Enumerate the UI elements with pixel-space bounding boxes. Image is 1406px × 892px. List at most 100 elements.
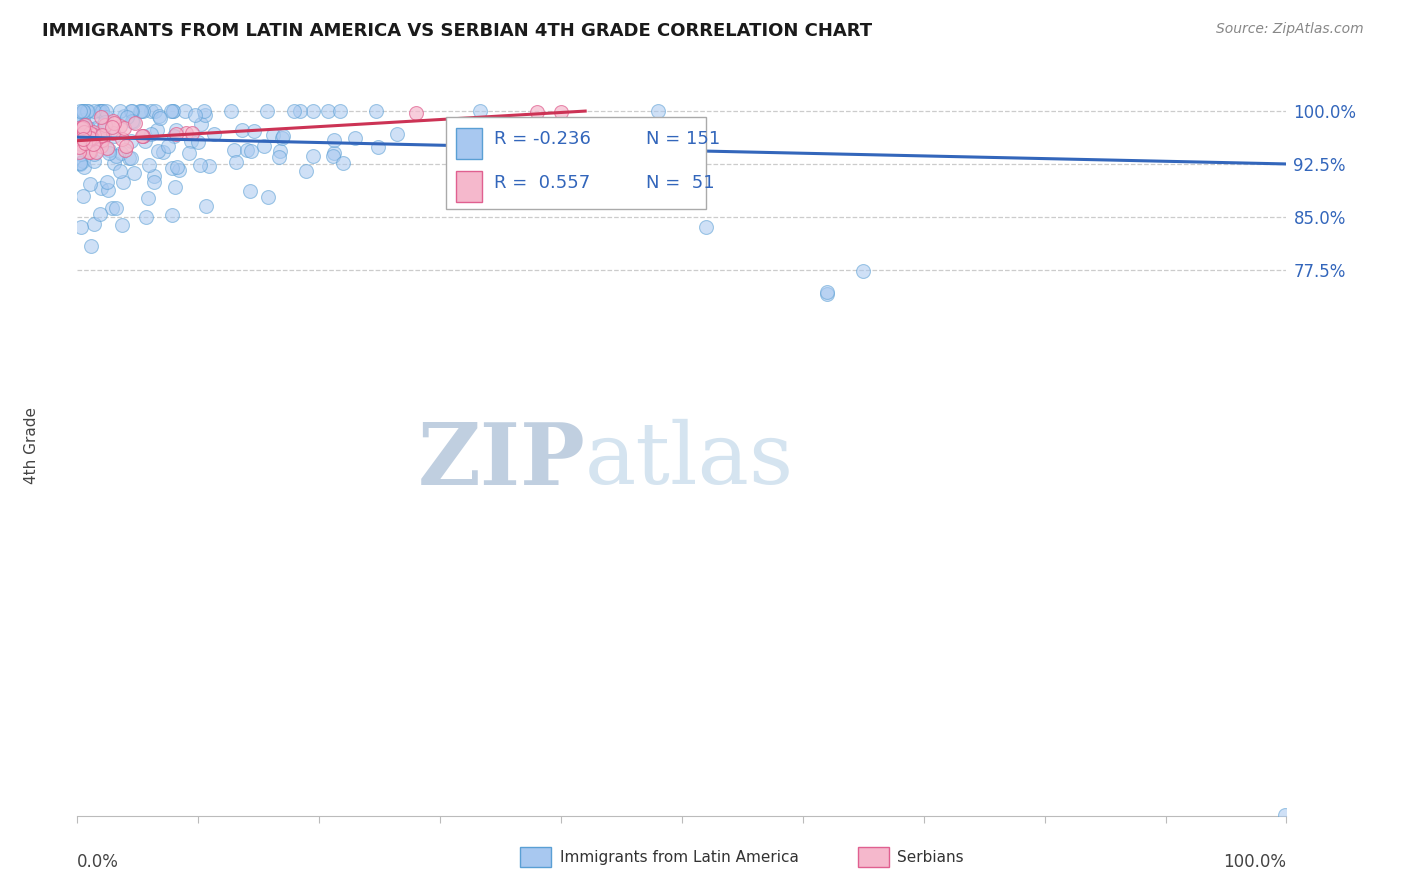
Point: [111, 132, 134, 146]
Point: [86, 120, 108, 135]
Point: [73, 128, 96, 143]
Point: [72, 161, 94, 175]
Point: [79, 130, 101, 145]
Point: [82, 131, 104, 145]
Point: [112, 121, 135, 136]
Point: [90, 110, 112, 124]
Point: [142, 176, 165, 190]
Point: [121, 114, 143, 128]
Point: [120, 104, 142, 119]
Point: [273, 128, 295, 143]
Point: [187, 136, 209, 150]
Point: [91, 129, 114, 144]
Point: [120, 134, 142, 148]
Point: [198, 160, 221, 174]
FancyBboxPatch shape: [456, 170, 482, 202]
Point: [344, 131, 367, 145]
Point: [77, 135, 100, 149]
Point: [162, 208, 184, 222]
Point: [179, 146, 201, 161]
Point: [165, 128, 187, 142]
Point: [76, 104, 98, 119]
Point: [146, 144, 169, 158]
Point: [98, 144, 121, 158]
Point: [76, 104, 98, 119]
Point: [322, 145, 344, 160]
Point: [91, 104, 114, 119]
Point: [108, 104, 131, 119]
Point: [115, 138, 138, 153]
Point: [852, 264, 875, 278]
Point: [69, 157, 91, 171]
Point: [695, 220, 717, 235]
Point: [73, 118, 96, 132]
Point: [647, 104, 669, 119]
Point: [240, 145, 263, 159]
Point: [79, 126, 101, 140]
Point: [256, 104, 278, 119]
Text: IMMIGRANTS FROM LATIN AMERICA VS SERBIAN 4TH GRADE CORRELATION CHART: IMMIGRANTS FROM LATIN AMERICA VS SERBIAN…: [42, 22, 872, 40]
Point: [75, 136, 97, 150]
Point: [67, 121, 90, 136]
Point: [129, 104, 152, 119]
Point: [75, 118, 97, 132]
Point: [193, 104, 215, 119]
Point: [82, 125, 104, 139]
Point: [141, 128, 163, 142]
Point: [253, 139, 276, 153]
Point: [271, 130, 294, 145]
Point: [101, 113, 124, 128]
Point: [135, 211, 157, 225]
Text: 4th Grade: 4th Grade: [24, 408, 38, 484]
Point: [184, 108, 207, 122]
Point: [114, 144, 136, 158]
Point: [301, 104, 323, 119]
Point: [174, 104, 197, 119]
Point: [86, 145, 108, 160]
Text: ZIP: ZIP: [418, 419, 585, 503]
Point: [118, 152, 141, 166]
Point: [89, 138, 111, 153]
Point: [160, 161, 183, 175]
Point: [91, 104, 114, 119]
Point: [70, 128, 93, 143]
Point: [69, 132, 91, 146]
Point: [87, 104, 110, 119]
Point: [70, 126, 93, 140]
Point: [83, 104, 105, 119]
Text: R = -0.236: R = -0.236: [495, 129, 592, 148]
Point: [91, 121, 114, 136]
Point: [193, 107, 215, 121]
Point: [283, 104, 305, 119]
Point: [103, 116, 125, 130]
Point: [96, 104, 118, 119]
Point: [72, 132, 94, 146]
Point: [257, 190, 280, 204]
Point: [117, 110, 139, 124]
Point: [89, 207, 111, 221]
Point: [162, 104, 184, 119]
Point: [112, 109, 135, 123]
Point: [80, 111, 103, 125]
Point: [70, 120, 93, 135]
Point: [166, 160, 188, 174]
Point: [121, 104, 143, 119]
Text: atlas: atlas: [585, 419, 794, 502]
Point: [77, 145, 100, 159]
Point: [80, 136, 103, 150]
Point: [72, 125, 94, 139]
Point: [67, 130, 90, 145]
Text: Immigrants from Latin America: Immigrants from Latin America: [560, 850, 799, 864]
Point: [222, 143, 245, 157]
Point: [188, 158, 211, 172]
Point: [90, 133, 112, 147]
FancyBboxPatch shape: [446, 117, 706, 209]
Point: [69, 219, 91, 234]
Point: [332, 156, 354, 170]
Point: [72, 120, 94, 135]
Point: [96, 175, 118, 189]
Point: [290, 104, 312, 119]
Point: [156, 139, 179, 153]
Point: [322, 149, 344, 163]
Point: [72, 153, 94, 168]
